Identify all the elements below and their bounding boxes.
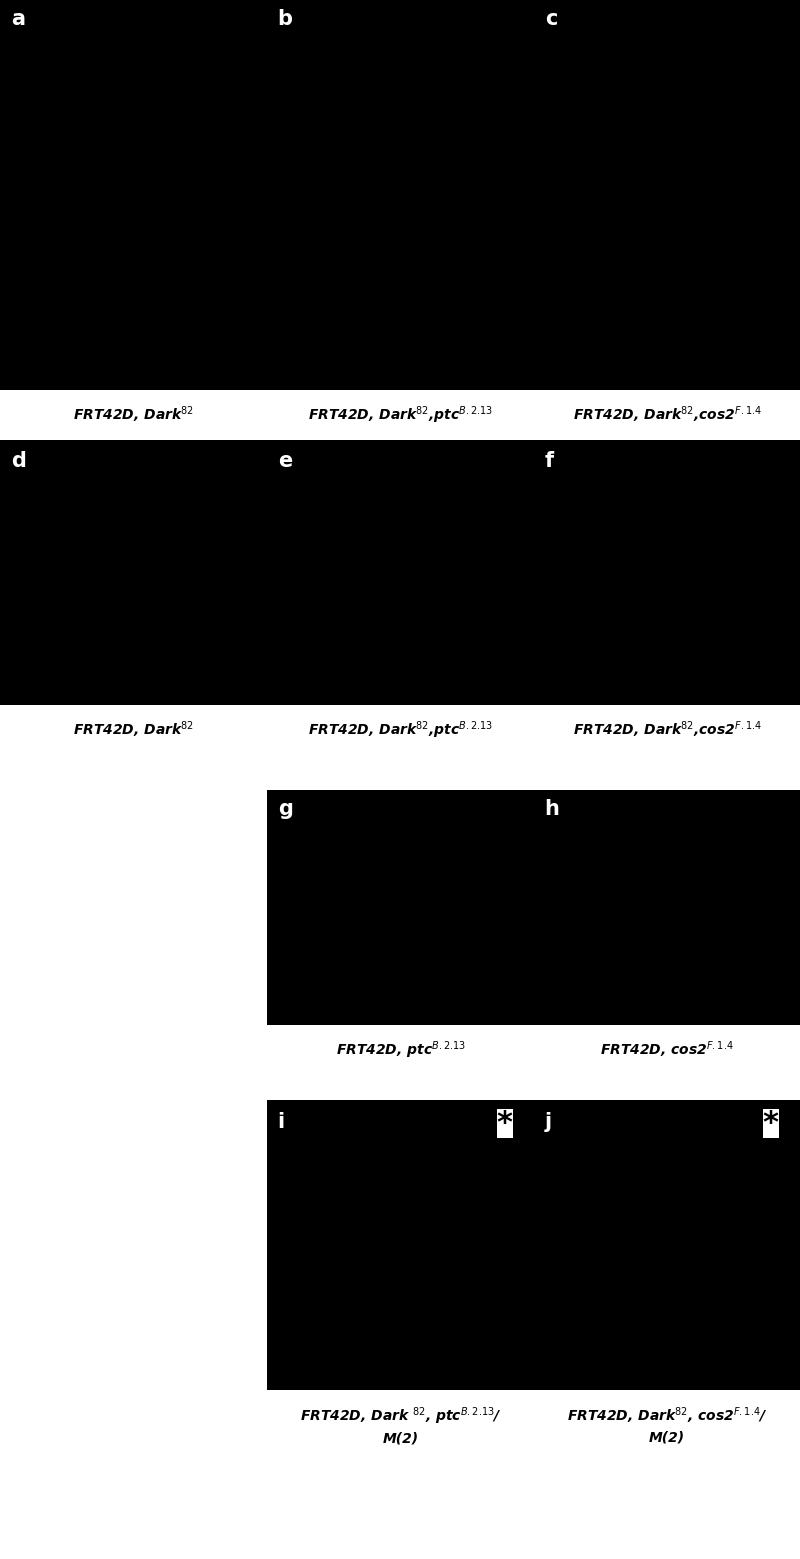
Text: i: i — [278, 1112, 285, 1132]
Text: FRT42D, Dark$^{82}$,ptc$^{B.2.13}$: FRT42D, Dark$^{82}$,ptc$^{B.2.13}$ — [308, 719, 493, 741]
Text: FRT42D, ptc$^{B.2.13}$: FRT42D, ptc$^{B.2.13}$ — [335, 1040, 466, 1060]
Text: FRT42D, Dark$^{82}$,cos2$^{F.1.4}$: FRT42D, Dark$^{82}$,cos2$^{F.1.4}$ — [573, 720, 762, 741]
Text: h: h — [545, 800, 559, 820]
Text: j: j — [545, 1112, 552, 1132]
Text: e: e — [278, 451, 292, 471]
Text: f: f — [545, 451, 554, 471]
Text: *: * — [762, 1108, 778, 1138]
Text: b: b — [278, 9, 293, 30]
Text: d: d — [10, 451, 26, 471]
Text: FRT42D, Dark$^{82}$: FRT42D, Dark$^{82}$ — [73, 405, 194, 426]
Text: FRT42D, Dark$^{82}$,ptc$^{B.2.13}$: FRT42D, Dark$^{82}$,ptc$^{B.2.13}$ — [308, 404, 493, 426]
Text: FRT42D, Dark $^{82}$, ptc$^{B.2.13}$/
M(2): FRT42D, Dark $^{82}$, ptc$^{B.2.13}$/ M(… — [299, 1405, 502, 1445]
Text: FRT42D, Dark$^{82}$,cos2$^{F.1.4}$: FRT42D, Dark$^{82}$,cos2$^{F.1.4}$ — [573, 405, 762, 426]
Text: FRT42D, Dark$^{82}$, cos2$^{F.1.4}$/
M(2): FRT42D, Dark$^{82}$, cos2$^{F.1.4}$/ M(2… — [566, 1406, 767, 1445]
Text: FRT42D, cos2$^{F.1.4}$: FRT42D, cos2$^{F.1.4}$ — [600, 1040, 734, 1060]
Text: g: g — [278, 800, 293, 820]
Text: a: a — [10, 9, 25, 30]
Text: *: * — [497, 1108, 513, 1138]
Text: FRT42D, Dark$^{82}$: FRT42D, Dark$^{82}$ — [73, 720, 194, 741]
Text: c: c — [545, 9, 557, 30]
